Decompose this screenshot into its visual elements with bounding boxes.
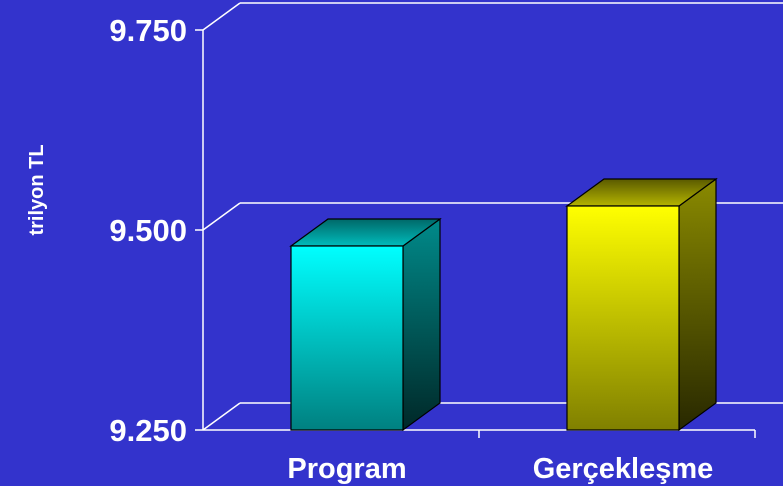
gridline-connector xyxy=(202,2,241,31)
y-tick-labels: 9.250 9.500 9.750 xyxy=(109,13,187,448)
x-category-label: Gerçekleşme xyxy=(533,453,714,485)
y-tick-label: 9.500 xyxy=(109,213,187,248)
bar xyxy=(565,177,718,432)
y-tick-label: 9.750 xyxy=(109,13,187,48)
bar-front xyxy=(290,245,404,431)
x-category-label: Program xyxy=(287,453,406,485)
bars xyxy=(289,177,718,432)
bar-side xyxy=(678,177,717,432)
y-axis-label: trilyon TL xyxy=(26,144,48,235)
x-category-labels: Program Gerçekleşme xyxy=(287,453,713,485)
gridline-connector xyxy=(202,402,241,431)
gridline-connector xyxy=(202,202,241,231)
bar-front xyxy=(566,205,680,431)
bar xyxy=(289,217,442,432)
bar-side xyxy=(402,217,441,432)
y-tick-label: 9.250 xyxy=(109,413,187,448)
